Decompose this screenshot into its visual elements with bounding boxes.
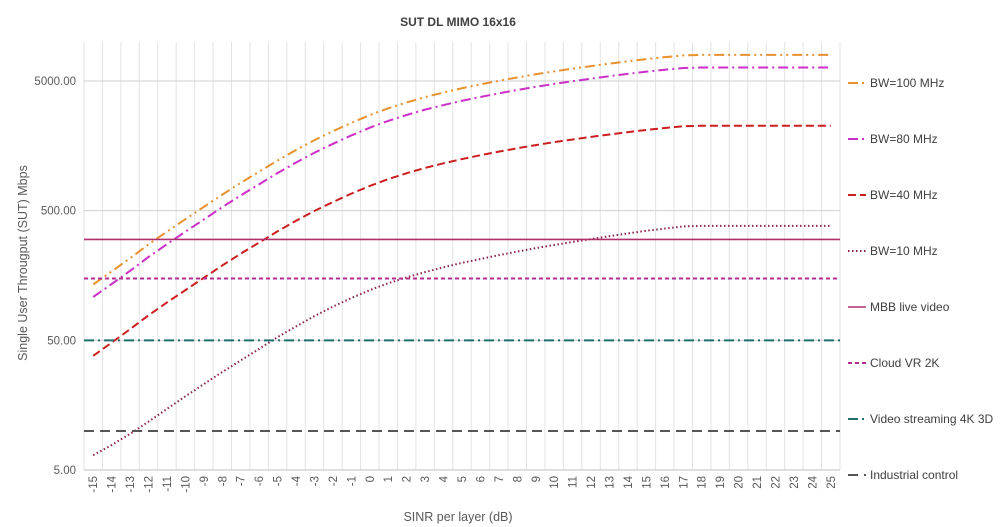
x-tick-label: 14	[623, 475, 635, 488]
x-tick-label: 4	[439, 475, 451, 482]
x-tick-label: -10	[180, 476, 192, 493]
x-tick-label: -9	[199, 476, 211, 486]
x-tick-label: 23	[789, 476, 801, 489]
legend-label-2: BW=40 MHz	[870, 188, 938, 202]
x-tick-label: -14	[107, 475, 119, 492]
legend-label-4: MBB live video	[870, 300, 950, 314]
legend-label-7: Industrial control	[870, 468, 958, 482]
x-tick-label: 19	[715, 476, 727, 489]
x-tick-label: -8	[217, 476, 229, 486]
x-tick-label: -5	[273, 476, 285, 486]
x-tick-label: 15	[641, 476, 653, 489]
x-tick-label: 16	[660, 476, 672, 489]
legend-label-0: BW=100 MHz	[870, 76, 944, 90]
x-tick-label: -6	[254, 476, 266, 486]
x-tick-label: 6	[475, 476, 487, 482]
legend-label-1: BW=80 MHz	[870, 132, 938, 146]
legend: BW=100 MHz BW=80 MHz BW=40 MHz BW=10 MHz MBB…	[848, 76, 994, 482]
x-tick-label: -12	[144, 476, 156, 493]
x-axis-title: SINR per layer (dB)	[403, 510, 512, 524]
legend-label-6: Video streaming 4K 3D	[870, 412, 994, 426]
x-tick-label: -2	[328, 476, 340, 486]
x-tick-label: 18	[697, 476, 709, 489]
x-tick-label: 25	[826, 476, 838, 489]
y-tick-label: 50.00	[47, 335, 76, 347]
x-tick-label: -3	[309, 476, 321, 486]
x-tick-label: 8	[512, 476, 524, 482]
x-tick-label: 17	[678, 476, 690, 489]
legend-label-3: BW=10 MHz	[870, 244, 938, 258]
series-line-0	[92, 53, 831, 286]
x-tick-label: 21	[752, 476, 764, 489]
x-tick-label: -1	[346, 476, 358, 486]
x-tick-label: 3	[420, 476, 432, 482]
x-tick-label: 7	[494, 476, 506, 482]
x-tick-label: -15	[88, 476, 100, 493]
x-tick-label: 13	[605, 476, 617, 489]
x-tick-label: 1	[383, 476, 395, 482]
x-tick-label: -4	[291, 475, 303, 486]
x-tick-label: 20	[734, 476, 746, 489]
y-tick-label: 500.00	[41, 206, 76, 218]
y-tick-label: 5.00	[54, 465, 76, 477]
x-tick-label: 22	[770, 476, 782, 489]
y-axis-title: Single User Througput (SUT) Mbps	[16, 165, 30, 361]
chart-title: SUT DL MIMO 16x16	[400, 15, 516, 29]
x-tick-label: -7	[236, 476, 248, 486]
y-tick-label: 5000.00	[34, 76, 76, 88]
x-tick-label: 5	[457, 476, 469, 482]
x-tick-label: -11	[162, 476, 174, 492]
series-layer	[84, 53, 840, 457]
x-tick-label: 2	[402, 476, 414, 482]
x-tick-label: 11	[568, 476, 580, 488]
x-tick-label: 0	[365, 476, 377, 482]
x-tick-label: 24	[807, 475, 819, 488]
grid-layer	[83, 42, 841, 471]
x-tick-label: -13	[125, 476, 137, 493]
series-line-2	[92, 124, 831, 357]
x-tick-label: 9	[531, 476, 543, 482]
x-tick-label: 10	[549, 476, 561, 489]
x-tick-label: 12	[586, 476, 598, 489]
legend-label-5: Cloud VR 2K	[870, 356, 939, 370]
series-line-1	[92, 66, 831, 298]
